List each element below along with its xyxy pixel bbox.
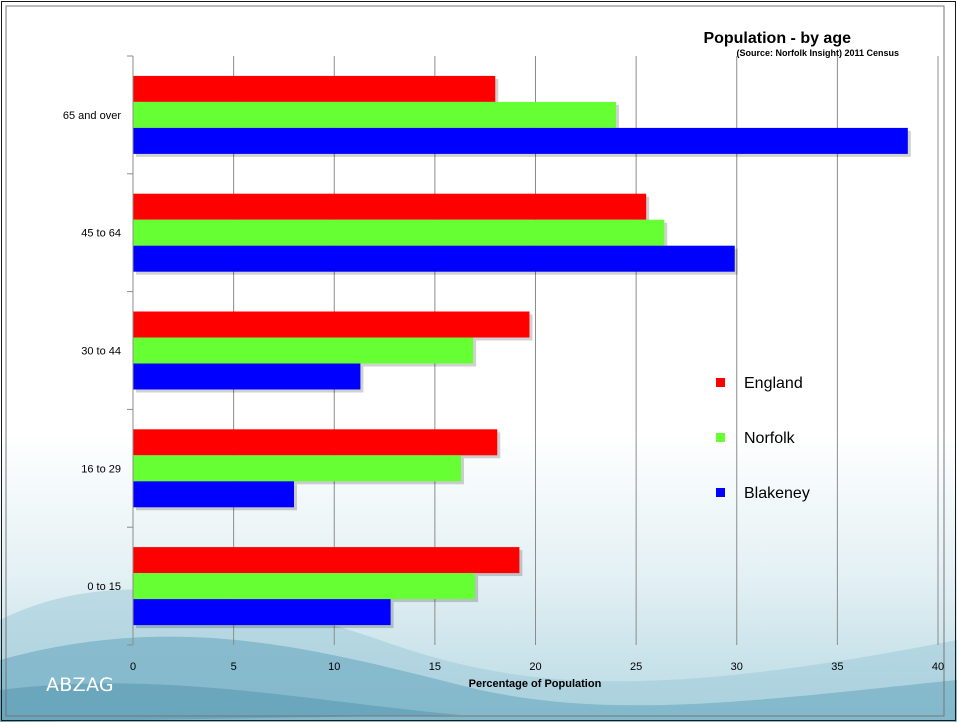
bar-norfolk [133, 337, 474, 364]
bar-norfolk [133, 573, 476, 600]
bar-norfolk [133, 101, 616, 128]
bar-england [133, 193, 647, 220]
legend-label-england: England [744, 375, 803, 392]
x-tick-label: 35 [831, 661, 843, 673]
bar-norfolk [133, 219, 665, 246]
chart-area-border [5, 5, 945, 717]
bar-norfolk [133, 455, 462, 482]
x-tick-label: 10 [328, 661, 340, 673]
chart-subtitle: (Source: Norfolk Insight) 2011 Census [736, 48, 899, 58]
chart-title: Population - by age [703, 30, 851, 47]
y-category-label: 30 to 44 [81, 346, 121, 358]
x-tick-label: 40 [932, 661, 944, 673]
y-category-label: 0 to 15 [87, 581, 121, 593]
bar-england [133, 75, 496, 102]
y-category-label: 65 and over [63, 110, 121, 122]
x-axis-label: Percentage of Population [469, 678, 602, 690]
legend: England Norfolk Blakeney [716, 375, 810, 502]
legend-label-blakeney: Blakeney [744, 485, 810, 502]
x-tick-label: 0 [130, 661, 136, 673]
legend-label-norfolk: Norfolk [744, 430, 796, 447]
bar-england [133, 429, 498, 456]
y-category-label: 45 to 64 [81, 228, 121, 240]
legend-swatch-england [716, 378, 725, 387]
bar-blakeney [133, 127, 908, 154]
x-tick-label: 20 [529, 661, 541, 673]
bar-blakeney [133, 245, 735, 272]
bars [133, 75, 911, 629]
bar-blakeney [133, 599, 391, 626]
bar-blakeney [133, 363, 361, 390]
bar-blakeney [133, 481, 294, 508]
y-category-label: 16 to 29 [81, 463, 121, 475]
x-tick-label: 30 [731, 661, 743, 673]
axes: 0 5 10 15 20 25 30 35 40 65 and over 45 to 64 30 to… [63, 55, 944, 673]
bar-england [133, 311, 530, 338]
bar-england [133, 547, 520, 574]
x-tick-label: 15 [429, 661, 441, 673]
legend-swatch-blakeney [716, 488, 725, 497]
gridlines [233, 56, 939, 645]
brand-label: ABZAG [46, 674, 114, 696]
legend-swatch-norfolk [716, 433, 725, 442]
x-tick-label: 5 [231, 661, 237, 673]
x-tick-label: 25 [630, 661, 642, 673]
